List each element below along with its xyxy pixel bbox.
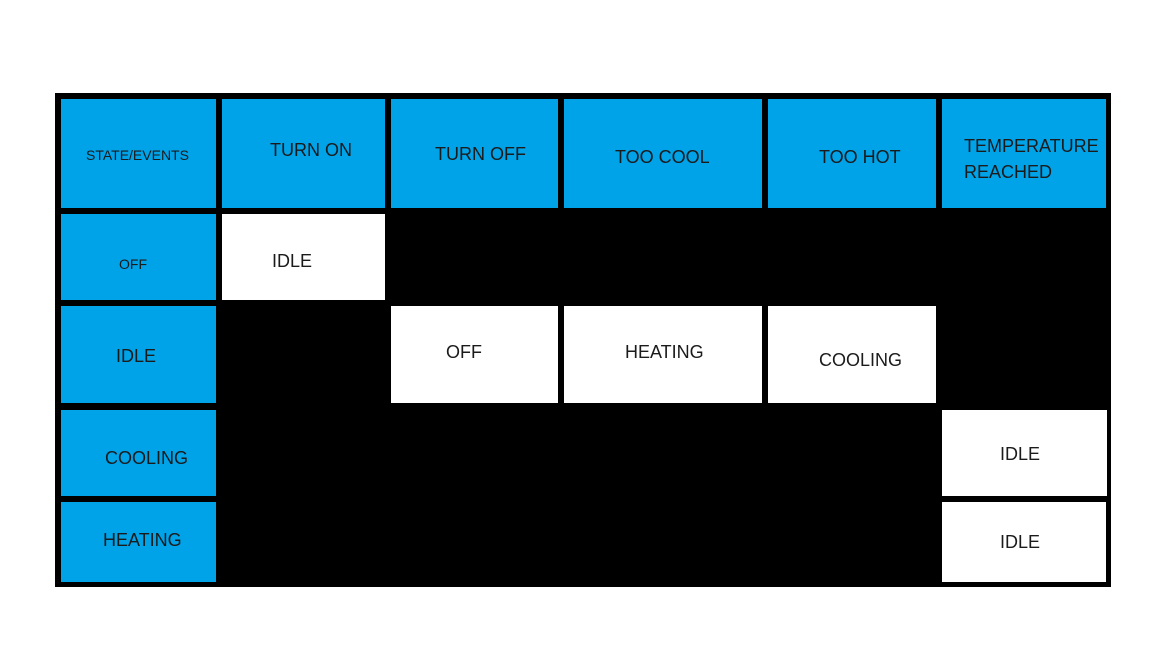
state-label: HEATING	[103, 530, 182, 550]
event-header-label-line2: REACHED	[964, 162, 1053, 182]
event-header-turn-on: TURN ON	[222, 99, 385, 208]
corner-header-cell: STATE/EVENTS	[61, 99, 216, 208]
state-header-off: OFF	[61, 214, 216, 300]
transition-target-state: HEATING	[625, 342, 704, 362]
state-label: COOLING	[105, 448, 189, 468]
state-header-idle: IDLE	[61, 306, 216, 403]
event-header-temperature-reached: TEMPERATURE REACHED	[942, 99, 1106, 208]
transition-cell-idle-too-hot: COOLING	[768, 306, 936, 403]
corner-header-label: STATE/EVENTS	[86, 147, 189, 163]
event-header-too-hot: TOO HOT	[768, 99, 936, 208]
event-header-label: TOO HOT	[819, 147, 901, 167]
state-label: IDLE	[116, 346, 157, 366]
transition-target-state: COOLING	[819, 350, 903, 370]
event-header-too-cool: TOO COOL	[564, 99, 762, 208]
transition-target-state: IDLE	[1000, 444, 1041, 464]
state-label: OFF	[119, 256, 147, 272]
transition-cell-off-turn-on: IDLE	[222, 214, 385, 300]
event-header-turn-off: TURN OFF	[391, 99, 558, 208]
event-header-label-line1: TEMPERATURE	[964, 136, 1099, 156]
state-header-heating: HEATING	[61, 502, 216, 582]
transition-target-state: IDLE	[272, 251, 313, 271]
state-header-cooling: COOLING	[61, 410, 216, 496]
transition-cell-cooling-temperature-reached: IDLE	[942, 410, 1107, 496]
transition-target-state: OFF	[446, 342, 482, 362]
transition-cell-idle-too-cool: HEATING	[564, 306, 762, 403]
event-header-label: TURN ON	[270, 140, 352, 160]
event-header-label: TOO COOL	[615, 147, 710, 167]
transition-cell-idle-turn-off: OFF	[391, 306, 558, 403]
transition-target-state: IDLE	[1000, 532, 1041, 552]
transition-cell-heating-temperature-reached: IDLE	[942, 502, 1106, 582]
event-header-label: TURN OFF	[435, 144, 526, 164]
